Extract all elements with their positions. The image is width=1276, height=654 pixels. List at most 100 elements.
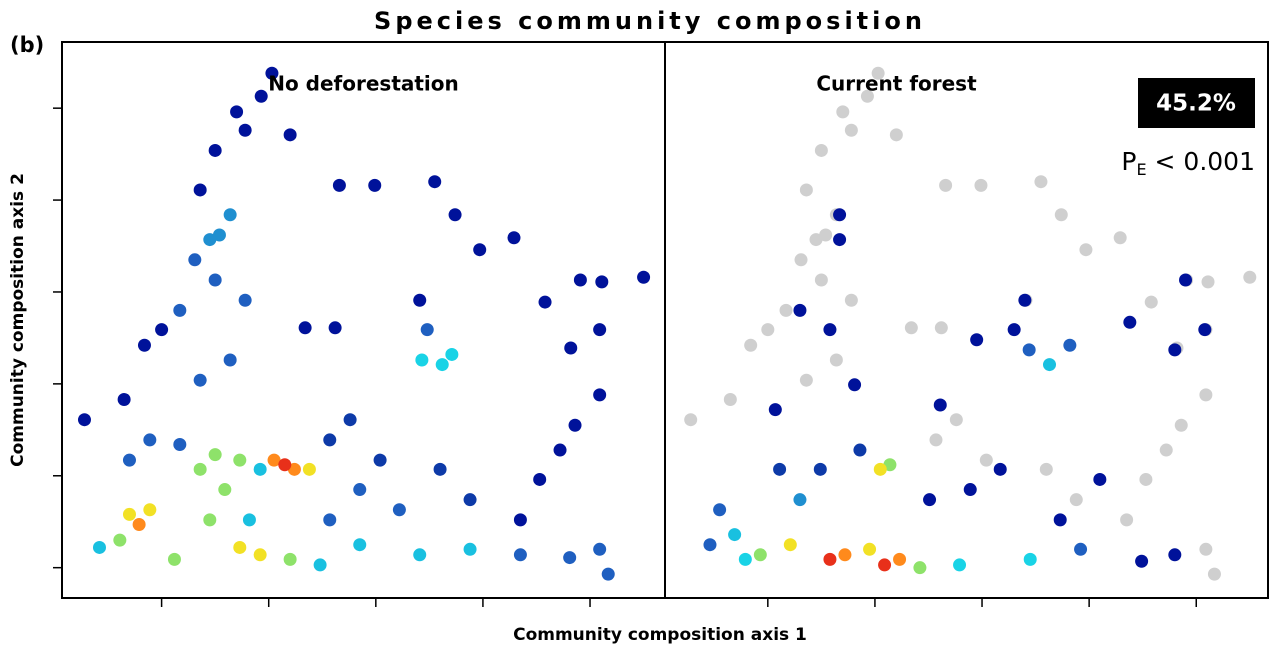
p-text: < 0.001	[1147, 147, 1255, 176]
point	[1093, 472, 1107, 486]
point	[974, 178, 988, 192]
point	[328, 321, 342, 335]
point	[253, 548, 267, 562]
point	[1199, 542, 1213, 556]
point	[533, 472, 547, 486]
point	[794, 253, 808, 267]
point	[283, 552, 297, 566]
point	[563, 551, 577, 565]
point	[428, 175, 442, 189]
point	[143, 433, 157, 447]
point	[233, 453, 247, 467]
point	[473, 243, 487, 257]
point	[113, 533, 127, 547]
point	[744, 338, 758, 352]
point	[323, 433, 337, 447]
point	[1007, 323, 1021, 337]
point	[413, 293, 427, 307]
point	[463, 493, 477, 507]
point	[1113, 231, 1127, 245]
point	[92, 540, 106, 554]
point	[773, 462, 787, 476]
point	[283, 128, 297, 142]
point	[1120, 513, 1134, 527]
panel-label: (b)	[10, 33, 44, 57]
point	[513, 513, 527, 527]
point	[934, 321, 948, 335]
point	[838, 548, 852, 562]
point	[753, 548, 767, 562]
point	[878, 558, 892, 572]
point	[302, 462, 316, 476]
point	[853, 443, 867, 457]
point	[253, 462, 267, 476]
point	[1074, 542, 1088, 556]
point	[1054, 208, 1068, 222]
point	[860, 89, 874, 103]
point	[713, 503, 727, 517]
point	[353, 538, 367, 552]
point	[970, 333, 984, 347]
point	[738, 552, 752, 566]
point	[463, 542, 477, 556]
point	[871, 66, 885, 80]
point	[507, 231, 521, 245]
point	[203, 233, 217, 247]
point	[143, 503, 157, 517]
panel-subtitle: Current forest	[816, 72, 977, 96]
point	[223, 208, 237, 222]
point	[1139, 472, 1153, 486]
point	[193, 183, 207, 197]
point	[637, 270, 651, 284]
point	[593, 323, 607, 337]
point	[445, 347, 459, 361]
point	[933, 398, 947, 412]
point	[1168, 548, 1182, 562]
point	[343, 413, 357, 427]
point	[287, 462, 301, 476]
point	[323, 513, 337, 527]
point	[413, 548, 427, 562]
point	[173, 303, 187, 317]
point	[1053, 513, 1067, 527]
point	[723, 392, 737, 406]
point	[813, 462, 827, 476]
point	[913, 561, 927, 575]
point	[1198, 323, 1212, 337]
point	[783, 538, 797, 552]
point	[823, 323, 837, 337]
point	[167, 552, 181, 566]
point	[392, 503, 406, 517]
point	[1174, 418, 1188, 432]
point	[814, 273, 828, 287]
point	[155, 323, 169, 337]
p-symbol: P	[1121, 147, 1136, 176]
panel-subtitle: No deforestation	[268, 72, 459, 96]
point	[979, 453, 993, 467]
point	[435, 358, 449, 372]
point	[373, 453, 387, 467]
point	[844, 293, 858, 307]
point	[793, 303, 807, 317]
point	[1043, 358, 1057, 372]
point	[132, 517, 146, 531]
point	[1018, 293, 1032, 307]
point	[1243, 270, 1257, 284]
point	[923, 493, 937, 507]
point	[593, 388, 607, 402]
point	[1144, 295, 1158, 309]
stat-box	[1138, 78, 1255, 128]
point	[844, 123, 858, 137]
point	[799, 373, 813, 387]
point	[836, 105, 850, 119]
point	[448, 208, 462, 222]
point	[223, 353, 237, 367]
point	[873, 462, 887, 476]
point	[568, 418, 582, 432]
point	[573, 273, 587, 287]
point	[1199, 388, 1213, 402]
point	[265, 66, 279, 80]
p-subscript: E	[1136, 160, 1146, 179]
panel-frame	[664, 41, 1269, 599]
point	[819, 228, 833, 242]
